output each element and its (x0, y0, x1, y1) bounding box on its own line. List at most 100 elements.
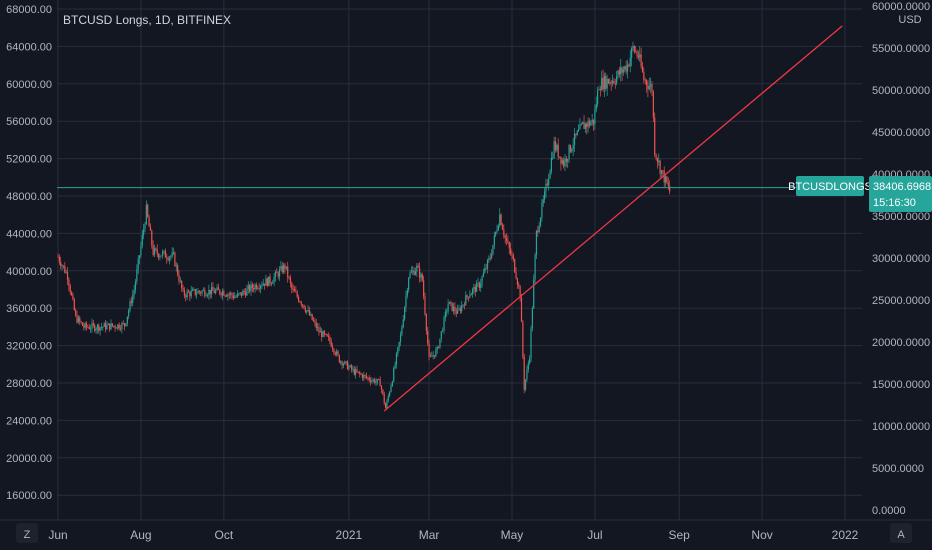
candle-body (270, 283, 273, 284)
candle-body (300, 302, 302, 305)
x-axis[interactable]: Jun Aug Oct 2021 Mar May Jul Sep Nov 2022 (48, 528, 858, 542)
candle-body (636, 51, 638, 56)
candle-body (96, 325, 99, 330)
candle-body (251, 284, 253, 289)
candle-body (308, 310, 311, 316)
candle-body (231, 293, 233, 296)
candle-body (141, 234, 143, 246)
right-axis-tick: 35000.0000 (872, 211, 930, 223)
candle-body (310, 314, 312, 316)
candle-body (136, 269, 138, 282)
right-axis-tick: 45000.0000 (872, 127, 930, 139)
left-axis[interactable]: 68000.00 64000.00 60000.00 56000.00 52000.00… (6, 4, 52, 502)
candle-body (598, 89, 600, 91)
candle-body (471, 289, 474, 294)
candle-body (134, 281, 137, 290)
candle-body (659, 160, 661, 174)
candle-body (225, 295, 228, 297)
candle-body (205, 295, 207, 297)
candle-body (414, 271, 417, 275)
candle-body (473, 286, 475, 290)
candle-body (455, 311, 457, 314)
candle-body (418, 267, 421, 278)
candle-body (336, 351, 338, 355)
candle-body (444, 311, 446, 318)
candle-body (247, 285, 249, 289)
candle-body (380, 386, 383, 390)
auto-scale-button[interactable] (890, 523, 912, 543)
candle-body (273, 276, 275, 283)
candle-body (329, 337, 331, 342)
candle-body (590, 122, 592, 126)
candle-body (238, 293, 240, 295)
candle-body (94, 324, 96, 331)
candle-body (395, 353, 398, 365)
candle-body (311, 314, 313, 321)
candle-body (262, 283, 264, 286)
candle-body (516, 278, 519, 285)
x-axis-label: Oct (214, 528, 233, 542)
candle-body (564, 158, 566, 167)
candle-body (360, 373, 362, 375)
candle-body (278, 269, 281, 277)
candle-body (613, 80, 615, 84)
candle-body (118, 324, 120, 329)
candle-body (302, 304, 304, 306)
candle-body (274, 271, 277, 277)
candle-body (607, 79, 610, 84)
candle-body (561, 160, 563, 164)
candle-body (609, 82, 611, 84)
candle-body (243, 290, 245, 293)
candle-body (440, 331, 442, 339)
candle-body (519, 286, 521, 298)
candle-body (584, 123, 586, 129)
candle-body (640, 54, 642, 67)
candle-body (477, 282, 479, 284)
candle-body (114, 325, 116, 328)
candle-body (580, 123, 582, 125)
candle-body (500, 214, 502, 225)
left-axis-tick: 44000.00 (6, 228, 52, 240)
candle-body (235, 296, 237, 298)
candle-body (240, 292, 243, 296)
candle-body (387, 396, 389, 401)
candle-body (69, 285, 71, 293)
candle-body (618, 70, 620, 75)
candle-body (512, 255, 514, 259)
candle-body (170, 256, 172, 258)
candle-body (312, 320, 315, 322)
trendline[interactable] (383, 25, 843, 412)
candle-body (639, 54, 641, 58)
candle-body (289, 277, 292, 283)
candle-body (529, 358, 531, 364)
candle-body (186, 291, 188, 298)
candle-body (84, 323, 86, 328)
candle-body (492, 244, 494, 255)
candle-body (548, 178, 550, 185)
candle-body (269, 276, 271, 284)
candle-body (110, 323, 112, 330)
candle-body (571, 148, 573, 152)
candle-body (427, 330, 429, 344)
candle-body (58, 256, 60, 262)
candle-body (297, 296, 300, 302)
candle-body (567, 159, 569, 162)
candle-body (201, 290, 203, 294)
candle-body (656, 158, 659, 162)
candle-body (470, 293, 472, 296)
candle-body (643, 71, 645, 80)
candle-body (187, 291, 190, 293)
candle-body (81, 322, 84, 326)
candle-body (314, 321, 316, 323)
candle-body (518, 284, 520, 287)
candle-body (227, 294, 229, 297)
candle-body (530, 328, 532, 359)
candle-body (582, 122, 584, 124)
z-button[interactable] (16, 523, 38, 543)
candle-body (87, 326, 89, 328)
candle-body (65, 272, 67, 274)
candle-body (393, 368, 395, 382)
candle-body (325, 334, 327, 335)
